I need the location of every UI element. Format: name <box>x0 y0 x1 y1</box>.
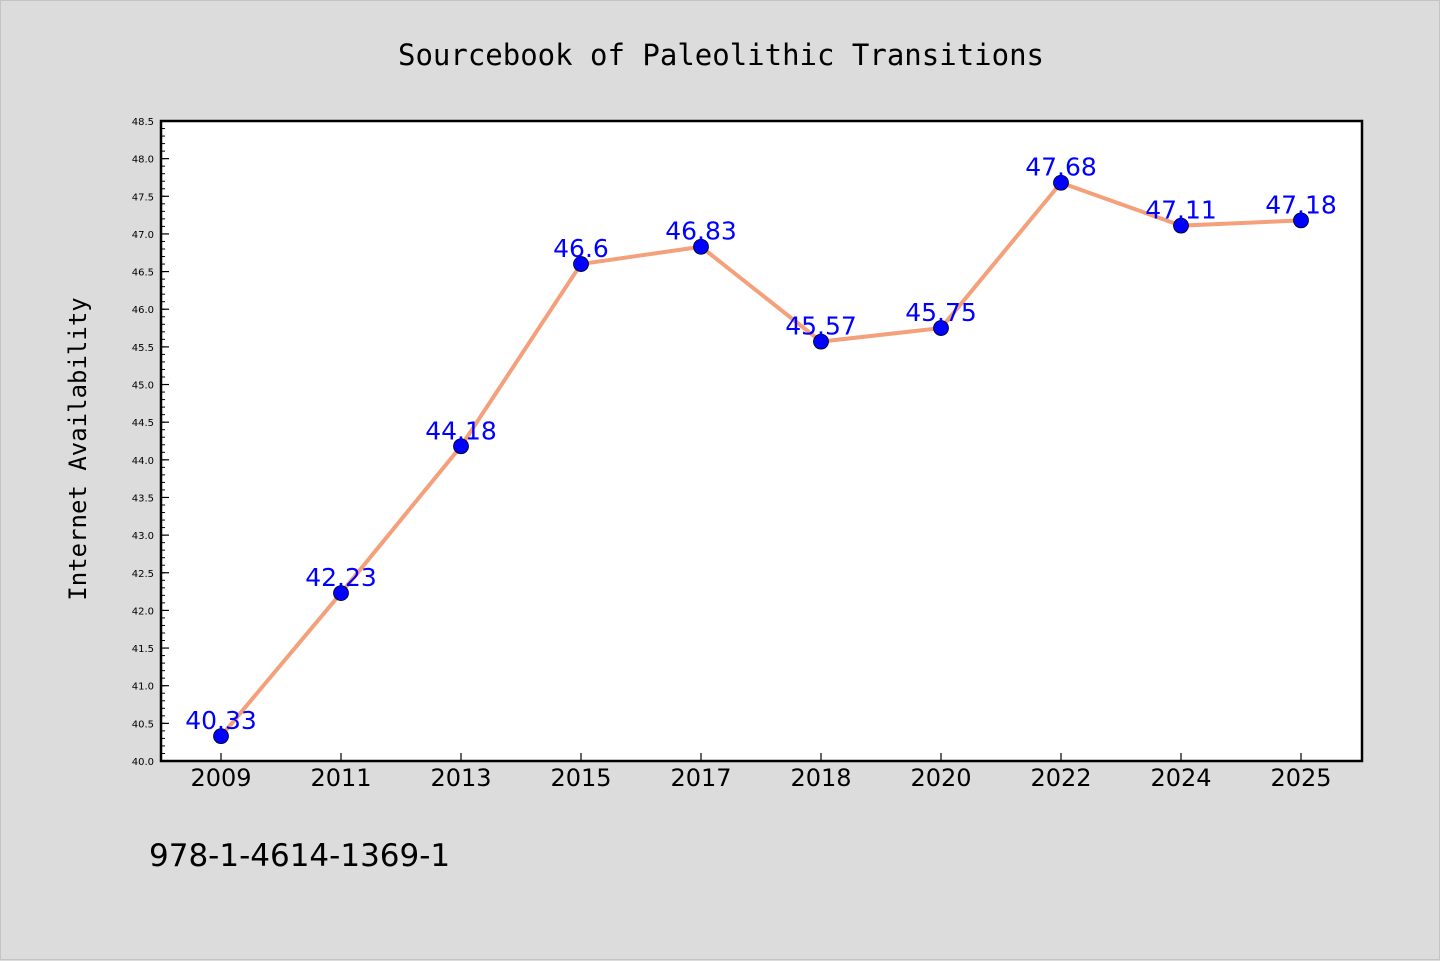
y-tick-label: 43.0 <box>132 531 154 542</box>
data-labels: 40.33 42.23 44.18 46.6 46.83 45.57 45.75 47.68 4… <box>185 153 1337 735</box>
x-tick-label: 2020 <box>910 764 971 792</box>
data-label: 47.11 <box>1145 196 1217 225</box>
x-tick-label: 2015 <box>550 764 611 792</box>
series-line <box>219 180 1302 738</box>
y-tick-label: 40.0 <box>132 757 154 768</box>
data-point <box>1293 212 1309 229</box>
data-point <box>813 333 829 350</box>
data-point <box>1173 217 1189 234</box>
data-label: 46.83 <box>665 217 737 246</box>
data-label: 47.18 <box>1265 190 1337 219</box>
data-point <box>333 585 349 601</box>
y-tick-label: 47.0 <box>132 230 154 241</box>
data-point <box>453 438 469 455</box>
data-point <box>1053 174 1069 191</box>
x-tick-label: 2011 <box>310 764 371 792</box>
data-point <box>213 728 229 745</box>
x-axis-ticks: 2009 2011 2013 2015 2017 2018 2020 2022 2024 2025 <box>190 753 1332 792</box>
y-tick-label: 46.0 <box>132 305 154 316</box>
data-label: 47.68 <box>1025 153 1097 182</box>
data-label: 40.33 <box>185 706 257 735</box>
x-tick-label: 2018 <box>790 764 851 792</box>
y-tick-label: 45.5 <box>132 343 154 354</box>
data-point <box>693 238 709 255</box>
y-tick-label: 46.5 <box>132 268 154 279</box>
y-tick-label: 42.5 <box>132 569 154 580</box>
y-tick-label: 43.5 <box>132 493 154 504</box>
y-tick-label: 45.0 <box>132 381 154 392</box>
data-label: 46.6 <box>553 234 609 263</box>
plot-area <box>161 121 1362 761</box>
y-tick-label: 48.5 <box>132 117 154 128</box>
y-tick-label: 48.0 <box>132 155 154 166</box>
plot-border <box>159 119 1364 763</box>
x-tick-label: 2025 <box>1270 764 1331 792</box>
x-tick-label: 2024 <box>1150 764 1211 792</box>
y-tick-label: 41.5 <box>132 644 154 655</box>
data-point <box>573 256 589 272</box>
data-label: 42.23 <box>305 563 377 592</box>
y-axis-ticks: 40.0 40.5 41.0 41.5 42.0 42.5 43.0 43.5 44.0 44.5… <box>132 117 169 768</box>
isbn-footer: 978-1-4614-1369-1 <box>149 838 450 874</box>
data-label: 45.75 <box>905 298 977 327</box>
x-tick-label: 2017 <box>670 764 731 792</box>
data-markers <box>213 174 1309 745</box>
x-tick-label: 2022 <box>1030 764 1091 792</box>
y-tick-label: 47.5 <box>132 192 154 203</box>
y-tick-label: 41.0 <box>132 682 154 693</box>
x-tick-label: 2009 <box>190 764 251 792</box>
data-point <box>933 320 949 336</box>
y-axis-label: Internet Availability <box>64 297 92 600</box>
y-tick-label: 44.0 <box>132 456 154 467</box>
x-tick-label: 2013 <box>430 764 491 792</box>
y-tick-label: 42.0 <box>132 606 154 617</box>
data-label: 45.57 <box>785 312 857 341</box>
y-tick-label: 40.5 <box>132 719 154 730</box>
data-label: 44.18 <box>425 416 497 445</box>
chart-title: Sourcebook of Paleolithic Transitions <box>398 38 1044 72</box>
y-tick-label: 44.5 <box>132 418 154 429</box>
